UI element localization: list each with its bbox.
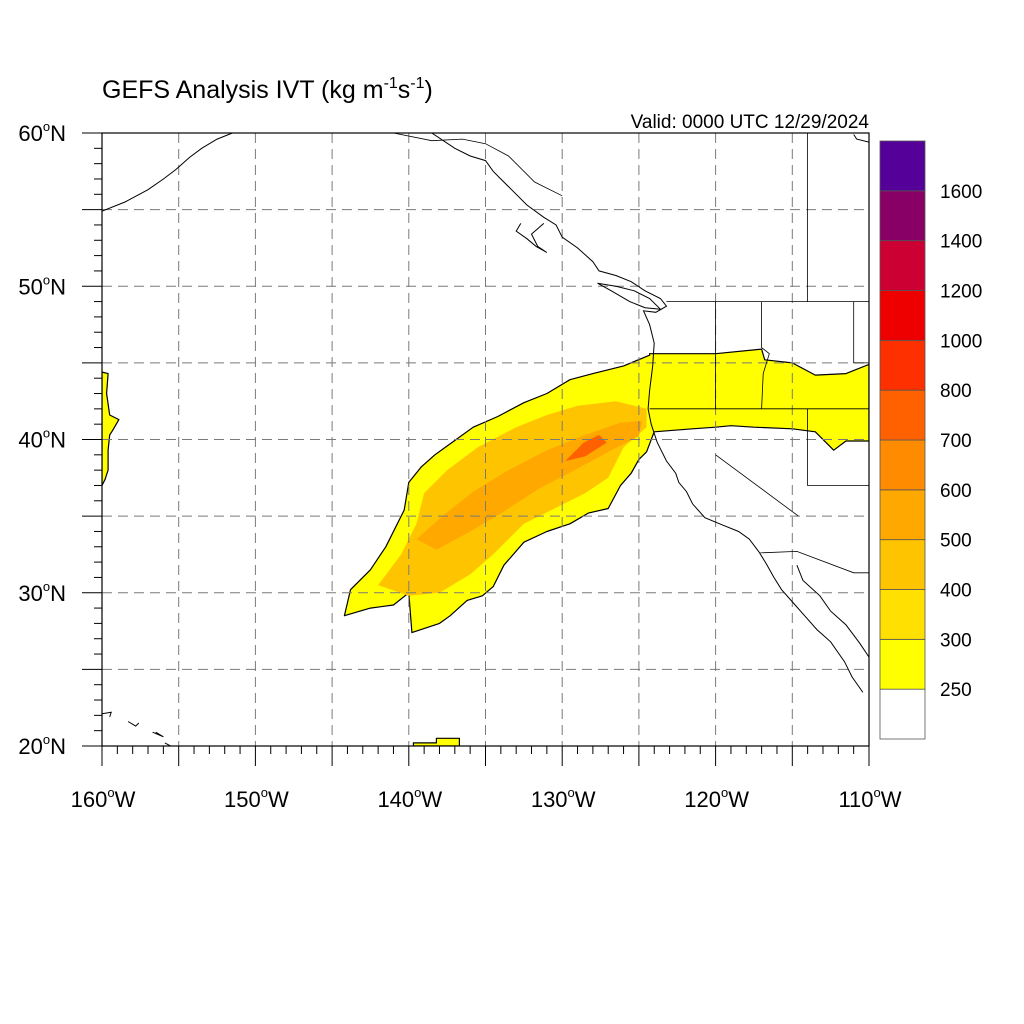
lat-label: 50oN xyxy=(18,272,66,299)
coastline-layer xyxy=(102,133,869,746)
colorbar-box xyxy=(879,389,926,441)
lat-label: 60oN xyxy=(18,119,66,146)
coastline xyxy=(152,731,164,738)
lat-label: 30oN xyxy=(18,579,66,606)
political-border xyxy=(761,301,770,409)
coastline xyxy=(853,134,869,143)
political-border xyxy=(853,301,869,364)
ivt-shading-layer xyxy=(102,348,869,746)
colorbar-label: 600 xyxy=(940,481,972,502)
colorbar-box xyxy=(879,190,926,242)
colorbar-box xyxy=(879,539,926,590)
map-title: GEFS Analysis IVT (kg m-1s-1) xyxy=(102,75,433,104)
axis-ticks xyxy=(82,132,870,766)
political-border xyxy=(807,408,869,486)
colorbar-label: 700 xyxy=(940,431,972,452)
colorbar-label: 400 xyxy=(940,581,972,602)
colorbar-box xyxy=(879,439,926,491)
lon-label: 130oW xyxy=(531,785,596,812)
coastline xyxy=(102,711,112,718)
colorbar-box xyxy=(879,589,926,640)
small-patch xyxy=(412,737,460,746)
lon-label: 150oW xyxy=(224,785,289,812)
political-border xyxy=(760,550,869,574)
colorbar-label: 300 xyxy=(940,630,972,651)
graticule-layer xyxy=(102,133,869,746)
coastline xyxy=(597,282,662,310)
colorbar-label: 500 xyxy=(940,531,972,552)
coastline xyxy=(431,133,864,693)
colorbar-box xyxy=(879,688,926,740)
lon-label: 120oW xyxy=(684,785,749,812)
coastline xyxy=(102,133,233,212)
colorbar-label: 1000 xyxy=(940,331,982,352)
lon-label: 140oW xyxy=(377,785,442,812)
colorbar-box xyxy=(879,489,926,541)
lat-label: 40oN xyxy=(18,426,66,453)
colorbar-box xyxy=(879,339,926,391)
coastline xyxy=(796,565,869,658)
lon-label: 110oW xyxy=(838,785,901,812)
colorbar-box xyxy=(879,638,926,690)
colorbar-label: 1200 xyxy=(940,282,982,303)
coastline xyxy=(127,721,140,727)
colorbar: 250 300 400 500 600 700 800 1000 1200 1400 1600 xyxy=(879,140,982,740)
colorbar-label: 1600 xyxy=(940,182,982,203)
coastline xyxy=(515,223,548,253)
lon-label: 160oW xyxy=(71,785,136,812)
colorbar-box xyxy=(879,140,926,192)
colorbar-label: 250 xyxy=(940,680,972,701)
west-edge-patch xyxy=(102,371,120,487)
colorbar-box xyxy=(879,240,926,291)
political-border xyxy=(715,454,799,517)
colorbar-label: 1400 xyxy=(940,232,982,253)
colorbar-box xyxy=(879,290,926,341)
atmospheric-river-peak xyxy=(565,434,607,461)
colorbar-label: 800 xyxy=(940,381,972,402)
map-area xyxy=(102,133,869,746)
political-border xyxy=(393,133,563,197)
lat-label: 20oN xyxy=(18,732,66,759)
valid-time-label: Valid: 0000 UTC 12/29/2024 xyxy=(631,112,870,133)
